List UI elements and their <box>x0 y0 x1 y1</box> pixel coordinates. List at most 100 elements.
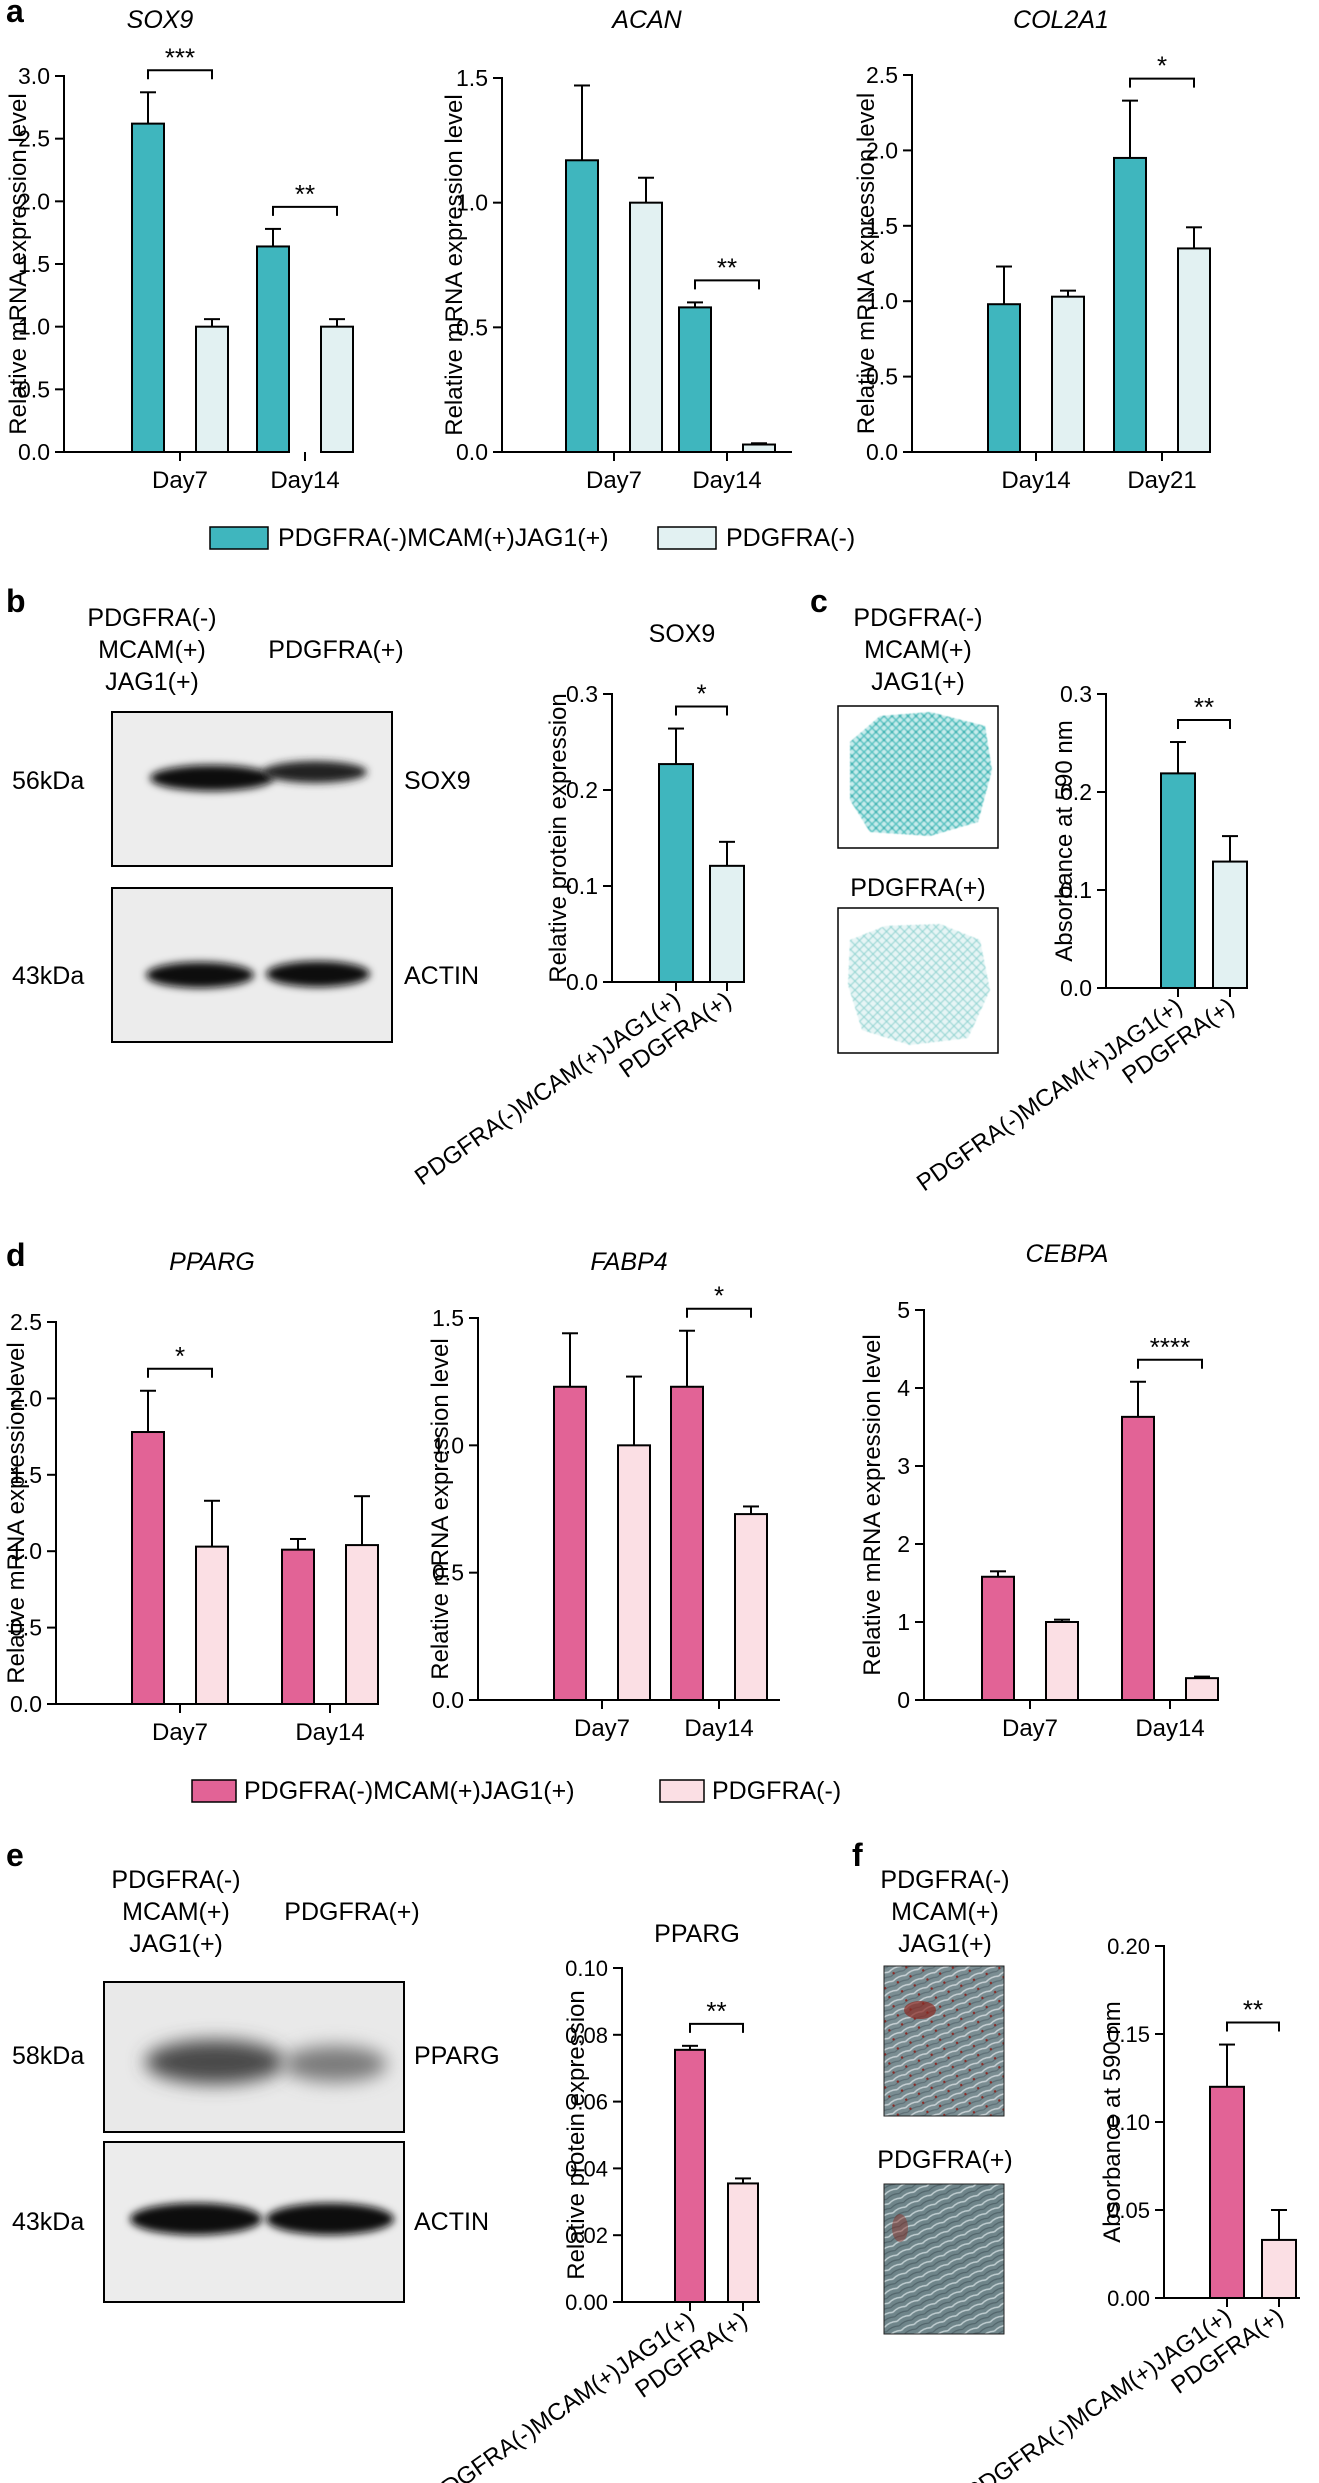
y-tick-label: 2.0 <box>18 188 50 214</box>
y-tick-label: 1.0 <box>10 1538 42 1564</box>
bar <box>565 159 599 453</box>
bar <box>553 1385 587 1701</box>
panel-letter-b: b <box>6 583 26 619</box>
stain-f-red-patch <box>904 2001 936 2019</box>
bar <box>742 443 776 453</box>
x-tick-label: Day7 <box>574 1715 630 1742</box>
blot-b-lane1-line2: MCAM(+) <box>98 636 206 664</box>
legend-d: PDGFRA(-)MCAM(+)JAG1(+) PDGFRA(-) <box>191 1777 841 1805</box>
significance-label: * <box>714 1281 724 1311</box>
blot-e-top-label: PPARG <box>414 2042 500 2070</box>
legend-a-swatch-2 <box>657 526 717 550</box>
bar <box>670 1385 704 1701</box>
x-tick-label: Day7 <box>586 467 642 494</box>
blot-e-bottom-label: ACTIN <box>414 2208 489 2236</box>
y-tick-label: 0.08 <box>565 2023 608 2048</box>
blot-b-sox9-band-1 <box>150 765 274 791</box>
oil-red-stain-f: PDGFRA(-) MCAM(+) JAG1(+) PDGFRA(+) <box>877 1866 1013 2335</box>
chart-pparg-protein: 0.00 0.02 0.04 0.06 0.08 0.10 Relative protein… <box>424 1920 760 2483</box>
bar <box>131 1431 165 1705</box>
significance-label: ** <box>706 1996 726 2026</box>
blot-e-lane1-line3: JAG1(+) <box>129 1930 223 1958</box>
blot-b-top-label: SOX9 <box>404 767 471 795</box>
bar <box>256 245 290 453</box>
y-tick-label: 5 <box>897 1297 910 1323</box>
y-tick-label: 1.0 <box>432 1432 464 1458</box>
blot-e-lane2-label: PDGFRA(+) <box>284 1898 419 1926</box>
blot-b-lane1-line3: JAG1(+) <box>105 668 199 696</box>
y-tick-label: 3.0 <box>18 63 50 89</box>
blot-e-lane1-line2: MCAM(+) <box>122 1898 230 1926</box>
bar <box>629 201 663 453</box>
y-tick-label: 4 <box>897 1375 910 1401</box>
significance-label: **** <box>1150 1332 1190 1362</box>
bar <box>987 303 1021 453</box>
y-axis-label: Relative protein expression <box>563 1990 590 2280</box>
legend-a: PDGFRA(-)MCAM(+)JAG1(+) PDGFRA(-) <box>209 524 855 552</box>
y-tick-label: 0.5 <box>432 1560 464 1586</box>
y-axis-label: Relative mRNA expression level <box>427 1338 454 1679</box>
bar <box>1209 2085 1245 2300</box>
y-tick-label: 2.5 <box>10 1309 42 1335</box>
stain-c-tissue-2 <box>848 924 990 1045</box>
y-tick-label: 0.04 <box>565 2156 608 2181</box>
x-tick-label: Day7 <box>152 1719 208 1746</box>
stain-f-label1-line3: JAG1(+) <box>898 1930 992 1958</box>
stain-f-label1-line2: MCAM(+) <box>891 1898 999 1926</box>
blot-b-bottom-mw: 43kDa <box>12 962 84 990</box>
bar <box>674 2048 706 2304</box>
y-tick-label: 2 <box>897 1531 910 1557</box>
bar <box>320 325 354 453</box>
y-tick-label: 0.0 <box>10 1691 42 1717</box>
bar <box>658 763 694 984</box>
bar <box>1160 772 1196 989</box>
stain-f-image-2 <box>883 2183 1005 2335</box>
bar <box>1051 295 1085 453</box>
y-tick-label: 0.02 <box>565 2223 608 2248</box>
blot-e-lane1-line1: PDGFRA(-) <box>111 1866 240 1894</box>
bar <box>131 122 165 453</box>
y-tick-label: 0.3 <box>566 681 598 707</box>
chart-pparg-mrna: 0.0 0.5 1.0 1.5 2.0 2.5 Relative mRNA expressi… <box>3 1248 379 1746</box>
panel-letter-c: c <box>810 583 828 619</box>
chart-title: ACAN <box>610 6 682 34</box>
x-tick-label: Day7 <box>152 467 208 494</box>
y-axis-label: Absorbance at 590 nm <box>1099 2001 1126 2243</box>
blot-b-actin-band-1 <box>146 962 254 988</box>
significance-label: * <box>175 1341 185 1371</box>
y-tick-label: 1.0 <box>866 288 898 314</box>
y-tick-label: 1.5 <box>10 1462 42 1488</box>
bar <box>281 1548 315 1705</box>
bar <box>981 1575 1015 1702</box>
chart-title: COL2A1 <box>1013 6 1109 34</box>
y-axis-label: Absorbance at 590 nm <box>1051 720 1078 962</box>
bar <box>195 1545 229 1705</box>
y-tick-label: 1.5 <box>432 1305 464 1331</box>
blot-b-lane2-label: PDGFRA(+) <box>268 636 403 664</box>
legend-d-label-1: PDGFRA(-)MCAM(+)JAG1(+) <box>244 1777 575 1805</box>
x-tick-label: Day14 <box>1001 467 1070 494</box>
y-tick-label: 0.0 <box>18 439 50 465</box>
legend-a-label-2: PDGFRA(-) <box>726 524 855 552</box>
x-tick-label: PDGFRA(-)MCAM(+)JAG1(+) <box>410 987 685 1191</box>
y-axis-label: Relative mRNA expression level <box>853 93 880 434</box>
bar <box>617 1444 651 1702</box>
panel-letter-f: f <box>852 1837 863 1873</box>
significance-label: *** <box>165 42 195 72</box>
y-tick-label: 0.5 <box>18 376 50 402</box>
y-tick-label: 0.5 <box>456 314 488 340</box>
bar <box>734 1513 768 1702</box>
blot-e-pparg-band-1 <box>145 2040 285 2084</box>
blot-b-top-mw: 56kDa <box>12 767 84 795</box>
western-blot-b: PDGFRA(-) MCAM(+) JAG1(+) PDGFRA(+) 56kD… <box>12 604 479 1043</box>
y-tick-label: 0.00 <box>565 2290 608 2315</box>
significance-bracket <box>1177 719 1231 730</box>
chart-title: SOX9 <box>649 620 716 648</box>
chart-title: SOX9 <box>127 6 194 34</box>
bar <box>1045 1621 1079 1701</box>
chart-title: FABP4 <box>590 1248 667 1276</box>
y-axis-label: Relative mRNA expression level <box>441 94 468 435</box>
blot-b-bottom-label: ACTIN <box>404 962 479 990</box>
